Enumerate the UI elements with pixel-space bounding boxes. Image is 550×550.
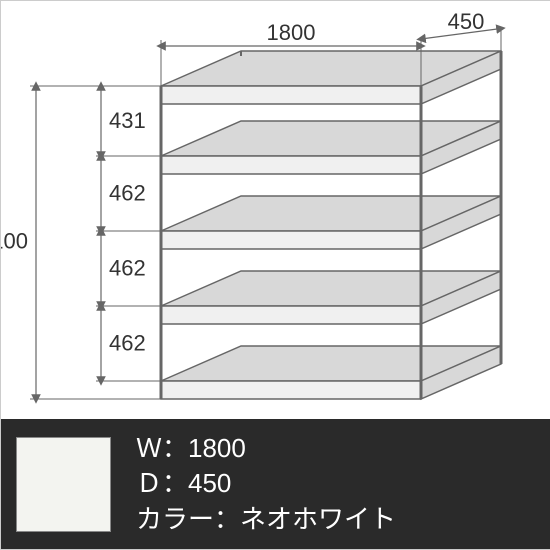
svg-text:2100: 2100 <box>1 229 28 254</box>
color-swatch <box>16 437 111 532</box>
spec-color: カラー：ネオホワイト <box>136 502 396 537</box>
specs: Ｗ：1800 Ｄ：450 カラー：ネオホワイト <box>136 431 396 536</box>
svg-text:431: 431 <box>109 108 146 133</box>
spec-depth: Ｄ：450 <box>136 466 396 501</box>
shelf-diagram: 1800 450 2100 431 462 462 462 <box>1 1 550 421</box>
svg-text:462: 462 <box>109 256 146 281</box>
svg-text:450: 450 <box>448 9 485 34</box>
info-bar: Ｗ：1800 Ｄ：450 カラー：ネオホワイト <box>1 419 550 549</box>
svg-text:462: 462 <box>109 331 146 356</box>
spec-width: Ｗ：1800 <box>136 431 396 466</box>
svg-text:1800: 1800 <box>267 20 316 45</box>
svg-text:462: 462 <box>109 181 146 206</box>
